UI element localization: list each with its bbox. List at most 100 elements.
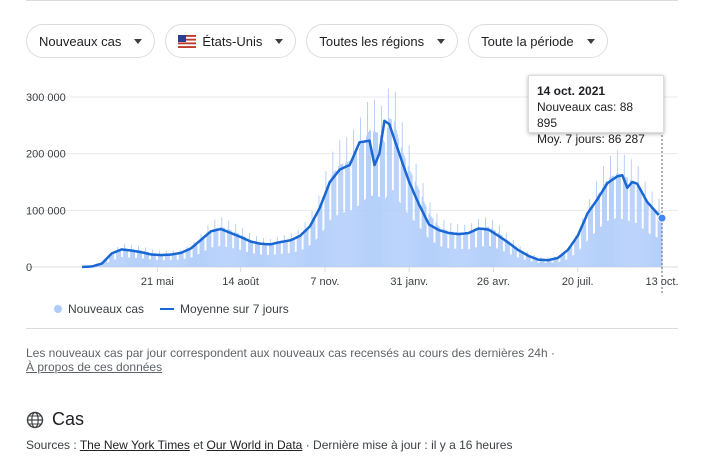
x-tick-label: 7 nov. xyxy=(310,276,339,288)
bar xyxy=(386,127,388,267)
bar xyxy=(633,181,635,267)
bar xyxy=(628,220,630,267)
bar xyxy=(299,236,301,267)
period-dropdown-label: Toute la période xyxy=(481,33,574,49)
seven-day-average-line xyxy=(81,119,663,269)
bar xyxy=(548,259,550,267)
top-divider xyxy=(26,0,678,1)
bar xyxy=(266,254,268,267)
bar xyxy=(530,261,532,267)
metric-dropdown-label: Nouveaux cas xyxy=(39,33,122,49)
bar xyxy=(563,254,565,267)
bar xyxy=(351,210,353,267)
bar xyxy=(540,256,542,267)
legend-line-label: Moyenne sur 7 jours xyxy=(180,302,289,316)
bar xyxy=(109,256,111,267)
bar xyxy=(638,187,640,267)
period-dropdown[interactable]: Toute la période xyxy=(468,24,608,58)
bar xyxy=(163,260,165,267)
bar xyxy=(237,233,239,267)
bar xyxy=(341,163,343,267)
bar xyxy=(554,256,556,267)
bar xyxy=(172,250,174,267)
bar xyxy=(270,244,272,267)
bar xyxy=(572,255,574,267)
bar xyxy=(256,236,257,267)
bar xyxy=(616,150,618,267)
bar xyxy=(447,248,449,267)
bar xyxy=(155,259,157,267)
bar xyxy=(648,233,650,267)
bar xyxy=(224,227,226,267)
bar xyxy=(217,227,219,267)
bar xyxy=(618,173,620,267)
bar xyxy=(211,247,213,267)
bar xyxy=(184,258,186,267)
bar xyxy=(357,206,359,267)
bar xyxy=(529,255,531,267)
bar xyxy=(418,189,420,267)
bar xyxy=(545,262,547,267)
bar xyxy=(581,229,583,267)
bar xyxy=(285,240,287,267)
bar xyxy=(303,231,305,267)
bar xyxy=(197,254,199,267)
bar xyxy=(295,251,297,267)
bar xyxy=(573,254,575,267)
bar xyxy=(532,256,534,267)
region-dropdown[interactable]: Toutes les régions xyxy=(306,24,459,58)
bar xyxy=(570,248,572,267)
bar xyxy=(126,248,128,267)
bar xyxy=(359,148,361,267)
globe-icon xyxy=(26,411,44,428)
nyt-source-link[interactable]: The New York Times xyxy=(79,438,190,452)
bar xyxy=(247,252,249,267)
bar xyxy=(226,246,228,267)
bar xyxy=(255,241,256,267)
bar xyxy=(387,88,389,267)
bar xyxy=(335,169,337,267)
about-data-link[interactable]: À propos de ces données xyxy=(26,360,163,374)
bar xyxy=(495,248,497,267)
bar xyxy=(218,246,220,267)
bar xyxy=(641,228,643,267)
bar xyxy=(567,252,569,267)
bar xyxy=(308,245,310,267)
bar xyxy=(261,254,262,267)
bar xyxy=(644,181,646,267)
bar xyxy=(562,255,564,267)
bar xyxy=(505,232,507,267)
bar xyxy=(478,219,480,267)
bar xyxy=(384,199,386,267)
bar xyxy=(509,254,511,267)
bar xyxy=(566,259,568,267)
bar xyxy=(337,214,339,267)
bar xyxy=(392,190,394,267)
bar xyxy=(542,258,544,267)
tooltip-date: 14 oct. 2021 xyxy=(537,84,606,98)
bar xyxy=(605,182,606,267)
bar xyxy=(139,250,140,267)
country-dropdown[interactable]: États-Unis xyxy=(165,24,297,58)
bar xyxy=(549,259,551,267)
bar xyxy=(334,171,336,267)
bar xyxy=(165,250,167,267)
bar xyxy=(656,237,658,267)
y-tick-label: 100 000 xyxy=(26,205,66,217)
bar xyxy=(117,246,119,267)
metric-dropdown[interactable]: Nouveaux cas xyxy=(26,24,156,58)
bar xyxy=(494,230,496,267)
bar xyxy=(528,255,530,267)
bar xyxy=(483,246,484,267)
bar xyxy=(598,193,599,267)
bar xyxy=(132,249,134,267)
owid-source-link[interactable]: Our World in Data xyxy=(206,438,303,452)
bar xyxy=(412,219,414,267)
bar xyxy=(516,257,518,267)
bar xyxy=(176,259,178,267)
cases-chart[interactable]: 0 100 000 200 000 300 000 21 mai 14 août 7 no… xyxy=(0,70,701,295)
bar xyxy=(432,218,434,267)
bar xyxy=(631,180,633,267)
bar xyxy=(325,171,327,267)
bar xyxy=(223,227,225,267)
